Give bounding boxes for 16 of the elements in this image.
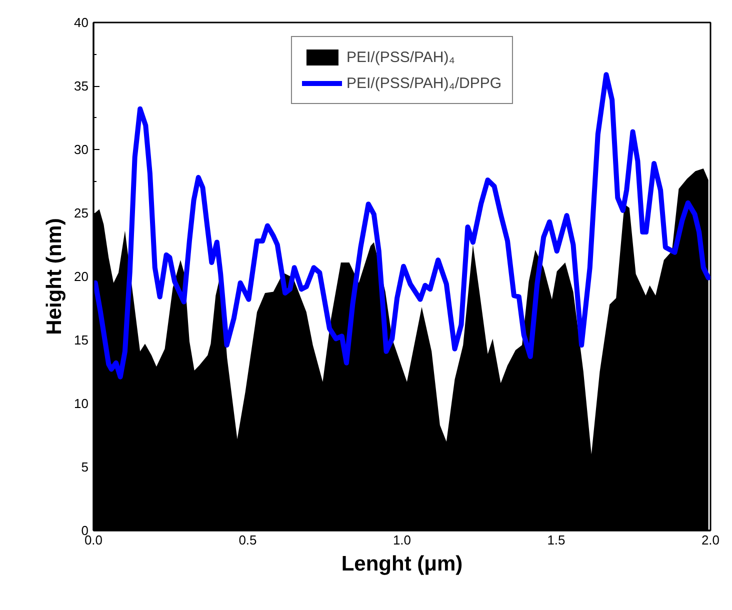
x-tick-label: 2.0 [701, 532, 720, 548]
x-tick-label: 1.5 [547, 532, 566, 548]
y-tick-label: 30 [74, 142, 89, 157]
y-tick-label: 10 [74, 396, 89, 411]
y-tick-label: 35 [74, 78, 89, 94]
y-tick-label: 25 [74, 206, 89, 220]
x-tick-label: 1.0 [392, 532, 412, 548]
y-tick-label: 40 [74, 15, 89, 30]
legend-label: PEI/(PSS/PAH)₄/DPPG [346, 74, 502, 92]
x-tick-label: 0.5 [238, 532, 257, 548]
y-axis-title: Height (nm) [43, 218, 66, 335]
x-axis-title: Lenght (μm) [341, 552, 463, 576]
legend-label: PEI/(PSS/PAH)₄ [346, 48, 455, 66]
y-tick-label: 5 [81, 460, 89, 474]
y-tick-label: 20 [74, 269, 89, 284]
y-tick-label: 15 [74, 332, 89, 348]
